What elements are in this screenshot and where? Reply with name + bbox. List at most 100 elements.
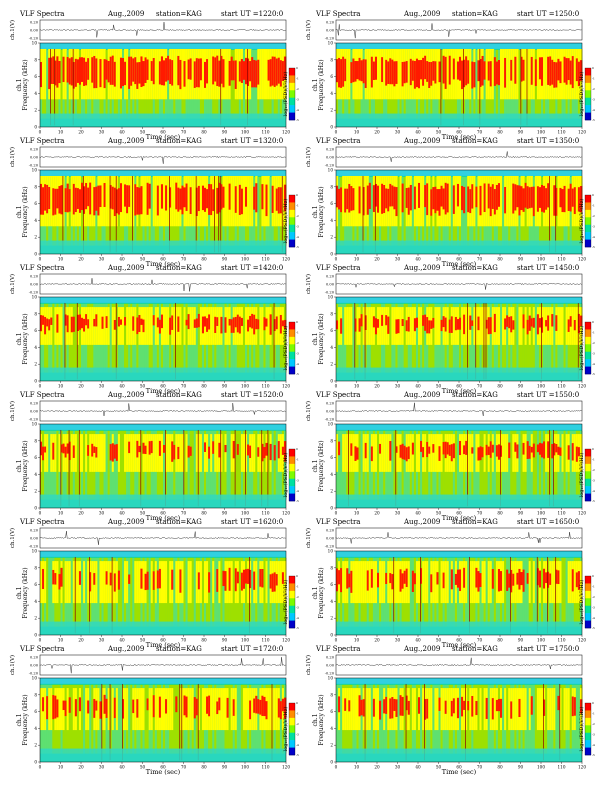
- spectrogram-cell: [385, 307, 388, 345]
- x-tick-label: 20: [374, 511, 380, 516]
- spectrogram-cell: [52, 303, 55, 373]
- panel-station: station=KAG: [452, 391, 498, 399]
- spectrogram-cell: [520, 307, 523, 345]
- x-axis-label: Time (sec): [146, 260, 181, 268]
- spectrogram-cell: [109, 175, 111, 253]
- spectrogram-cell: [481, 561, 484, 604]
- spectrogram-cell: [541, 57, 544, 86]
- spectrogram-cell: [85, 314, 88, 326]
- spectrogram-cell: [543, 307, 546, 345]
- spectrogram-cell: [101, 48, 104, 100]
- spectrogram-cell: [265, 318, 268, 327]
- spectrogram-cell: [267, 429, 269, 507]
- x-tick-label: 60: [160, 257, 166, 262]
- spectrogram-cell: [150, 688, 154, 731]
- axes: 0 10 20 30 40 50 60 70 80 90 100 110 1200246810Time …: [16, 549, 290, 650]
- spectrogram-cell: [393, 307, 396, 345]
- spectrogram-cell: [387, 188, 390, 212]
- spectrogram-cell: [128, 185, 131, 207]
- spectrogram-cell: [222, 186, 225, 208]
- spectrogram-cell: [506, 684, 509, 754]
- spectrogram-cell: [551, 688, 554, 731]
- x-tick-label: 60: [160, 511, 166, 516]
- spectrogram-cell: [420, 568, 423, 584]
- spectrogram-cell: [40, 688, 43, 731]
- x-tick-label: 120: [282, 384, 290, 389]
- spectrogram-cell: [514, 688, 517, 731]
- spectrogram-cell: [128, 441, 131, 454]
- colorbar-segment: [585, 486, 591, 494]
- colorbar-segment: [289, 493, 295, 502]
- x-tick-label: 80: [201, 765, 207, 770]
- spectrogram-cell: [432, 187, 435, 210]
- spectrogram-cell: [257, 557, 260, 627]
- spectrogram-cell: [44, 446, 47, 453]
- x-tick-label: 60: [160, 638, 166, 643]
- spectrogram-cell: [74, 58, 78, 87]
- spectrogram-cell: [420, 684, 423, 754]
- spectrogram-cell: [142, 61, 145, 87]
- panel-start-time: start UT =1320:0: [221, 137, 284, 145]
- spectrogram-cell: [506, 303, 509, 373]
- colorbar-tick-label: -1: [592, 331, 595, 335]
- spectrogram-cell: [383, 434, 386, 472]
- y-tick-label: 8: [34, 438, 37, 443]
- spectrogram-cell: [191, 430, 195, 500]
- spectrogram-cell: [516, 444, 519, 459]
- spectrogram-cell: [450, 444, 454, 462]
- spectrogram-cell: [448, 688, 452, 731]
- waveform-frame: [335, 654, 583, 676]
- spectrogram-cell: [273, 175, 277, 227]
- spectrogram-cell: [144, 445, 147, 455]
- spectrogram-cell: [124, 561, 127, 604]
- colorbar-tick-label: -2: [296, 341, 299, 345]
- panel-date: Aug.,2009: [404, 10, 441, 18]
- spectrogram-cell: [512, 320, 515, 330]
- y-tick-label: 0: [330, 760, 333, 765]
- spectrogram-cell: [175, 182, 178, 210]
- spectrogram-cell: [245, 434, 248, 472]
- spectrogram-cell: [281, 175, 285, 227]
- spectrogram-cell: [428, 320, 431, 334]
- spectrogram-cell: [424, 434, 427, 472]
- panel-title: VLF Spectra: [316, 137, 361, 145]
- spectrogram-cell: [467, 307, 470, 345]
- colorbar-frame: [288, 448, 296, 502]
- spectrogram-cell: [528, 561, 532, 604]
- spectrogram-cell: [126, 185, 129, 214]
- spectrogram-cell: [138, 187, 141, 215]
- spectrogram-cell: [510, 701, 513, 719]
- panel-station: station=KAG: [156, 264, 202, 272]
- spectrogram-cell: [44, 316, 47, 335]
- spectrogram-cell: [107, 561, 110, 604]
- spectrogram-cell: [230, 688, 233, 731]
- spectrogram-cell: [158, 440, 162, 456]
- spectrogram-cell: [459, 440, 462, 456]
- spectrogram-cell: [551, 561, 554, 604]
- colorbar-frame: [288, 194, 296, 248]
- spectrogram-cell: [508, 430, 511, 500]
- spectrogram-cell: [146, 434, 149, 472]
- spectrogram-cell: [348, 183, 351, 213]
- spectrogram-cell: [165, 58, 168, 82]
- colorbar-segment: [585, 463, 591, 472]
- spectrogram-cell: [273, 302, 275, 380]
- colorbar-tick-label: -1: [592, 712, 595, 716]
- spectrogram-cell: [124, 317, 127, 326]
- colorbar-tick-label: -5: [592, 372, 595, 376]
- spectrogram-cell: [156, 688, 160, 731]
- spectrogram-cell: [352, 561, 355, 604]
- spectrogram-cell: [105, 698, 108, 718]
- colorbar-segment: [289, 449, 295, 457]
- spectrogram-cell: [360, 699, 363, 716]
- colorbar-label: log₁₀(PSD)(V²/Hz): [578, 707, 585, 752]
- spectrogram-cell: [150, 61, 154, 81]
- spectrogram-cell: [342, 56, 345, 87]
- spectrogram-cell: [52, 188, 55, 216]
- panel-title: VLF Spectra: [316, 391, 361, 399]
- spectrogram-cell: [346, 568, 349, 589]
- colorbar-tick-label: -3: [296, 351, 299, 355]
